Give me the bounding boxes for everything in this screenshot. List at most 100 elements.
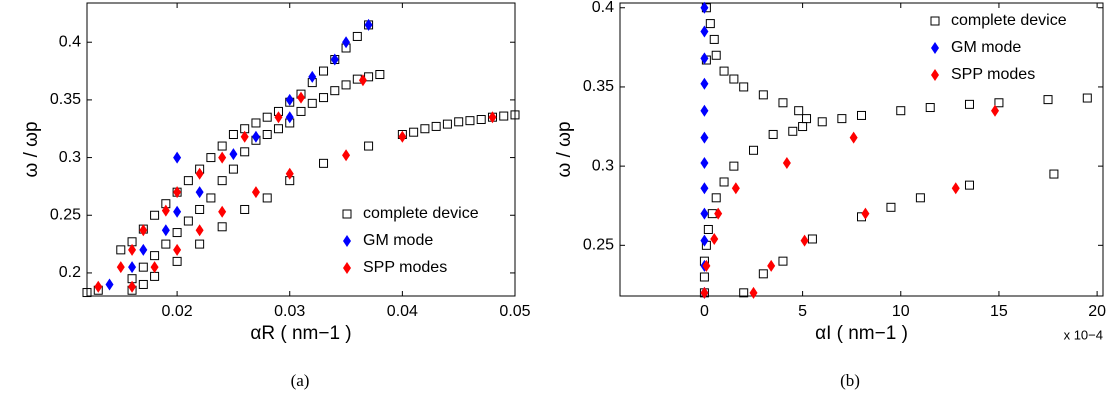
y-axis-label: ω / ωp xyxy=(21,121,42,177)
square-marker xyxy=(296,106,306,116)
square-marker xyxy=(857,110,866,120)
diamond-marker xyxy=(94,280,103,293)
diamond-marker xyxy=(343,235,351,247)
diamond-marker xyxy=(195,167,204,180)
diamond-marker xyxy=(128,261,137,274)
y-tick-label: 0.4 xyxy=(592,0,614,16)
square-marker xyxy=(778,256,788,266)
square-marker xyxy=(709,34,719,44)
x-axis-label: αI ( nm−1 ) xyxy=(815,323,908,344)
diamond-marker xyxy=(343,262,351,274)
square-marker xyxy=(711,193,721,203)
diamond-marker xyxy=(161,224,170,237)
square-marker xyxy=(138,279,148,289)
square-marker xyxy=(172,256,182,266)
diamond-marker xyxy=(274,111,283,124)
square-marker xyxy=(807,234,817,244)
x-tick-label: 0.03 xyxy=(274,303,305,320)
caption: (b) xyxy=(840,371,860,390)
square-marker xyxy=(886,202,896,212)
square-marker xyxy=(82,288,92,298)
legend-label: SPP modes xyxy=(951,66,1035,83)
x-tick-label: 0.02 xyxy=(162,303,193,320)
diamond-marker xyxy=(173,186,182,199)
y-tick-label: 0.25 xyxy=(50,206,81,223)
square-marker xyxy=(964,180,974,190)
diamond-marker xyxy=(700,104,709,117)
diamond-marker xyxy=(700,25,709,38)
y-tick-label: 0.35 xyxy=(583,78,614,95)
diamond-marker xyxy=(251,186,260,199)
square-marker xyxy=(930,16,940,26)
square-marker xyxy=(758,90,768,100)
square-marker xyxy=(206,193,216,203)
diamond-marker xyxy=(749,286,758,299)
y-tick-label: 0.4 xyxy=(59,33,81,50)
diamond-marker xyxy=(173,243,182,256)
square-marker xyxy=(183,176,193,186)
diamond-marker xyxy=(342,36,351,49)
legend-label: complete device xyxy=(363,205,479,222)
square-marker xyxy=(217,222,227,232)
diamond-marker xyxy=(861,207,870,220)
square-marker xyxy=(138,262,148,272)
diamond-marker xyxy=(700,286,709,299)
diamond-marker xyxy=(364,18,373,31)
square-marker xyxy=(749,145,759,155)
square-marker xyxy=(768,129,778,139)
square-marker xyxy=(161,239,171,249)
axis-multiplier: x 10−4 xyxy=(1064,327,1103,342)
square-marker xyxy=(251,118,261,128)
diamond-marker xyxy=(285,93,294,106)
y-tick-label: 0.3 xyxy=(59,149,81,166)
diamond-marker xyxy=(358,74,367,87)
diamond-marker xyxy=(700,207,709,220)
legend-label: SPP modes xyxy=(363,259,447,276)
square-marker xyxy=(262,112,272,122)
square-marker xyxy=(240,147,250,157)
diamond-marker xyxy=(195,224,204,237)
square-marker xyxy=(352,31,362,41)
diamond-marker xyxy=(150,261,159,274)
diamond-marker xyxy=(128,280,137,293)
square-marker xyxy=(364,141,374,151)
diamond-marker xyxy=(800,234,809,247)
diamond-marker xyxy=(139,243,148,256)
diamond-marker xyxy=(931,69,939,81)
diamond-marker xyxy=(218,151,227,164)
square-marker xyxy=(150,271,160,281)
x-axis-label: αR ( nm−1 ) xyxy=(250,323,351,344)
diamond-marker xyxy=(330,53,339,66)
diamond-marker xyxy=(700,52,709,65)
square-marker xyxy=(837,114,847,124)
square-marker xyxy=(341,80,351,90)
diamond-marker xyxy=(139,224,148,237)
diamond-marker xyxy=(195,186,204,199)
square-marker xyxy=(711,50,721,60)
diamond-marker xyxy=(488,111,497,124)
square-marker xyxy=(794,106,804,116)
square-marker xyxy=(409,127,419,137)
diamond-marker xyxy=(229,148,238,161)
diamond-marker xyxy=(285,111,294,124)
plot-area xyxy=(86,2,516,297)
square-marker xyxy=(183,216,193,226)
diamond-marker xyxy=(767,259,776,272)
square-marker xyxy=(739,288,749,298)
diamond-marker xyxy=(700,234,709,247)
square-marker xyxy=(964,99,974,109)
diamond-marker xyxy=(251,130,260,143)
square-marker xyxy=(798,122,808,132)
diamond-marker xyxy=(173,151,182,164)
square-marker xyxy=(454,117,464,127)
diamond-marker xyxy=(308,70,317,83)
diamond-marker xyxy=(240,130,249,143)
square-marker xyxy=(705,19,715,29)
square-marker xyxy=(273,124,283,134)
y-tick-label: 0.35 xyxy=(50,91,81,108)
square-marker xyxy=(319,93,329,103)
x-tick-label: 15 xyxy=(990,303,1008,320)
square-marker xyxy=(729,161,739,171)
square-marker xyxy=(228,130,238,140)
diamond-marker xyxy=(700,131,709,144)
